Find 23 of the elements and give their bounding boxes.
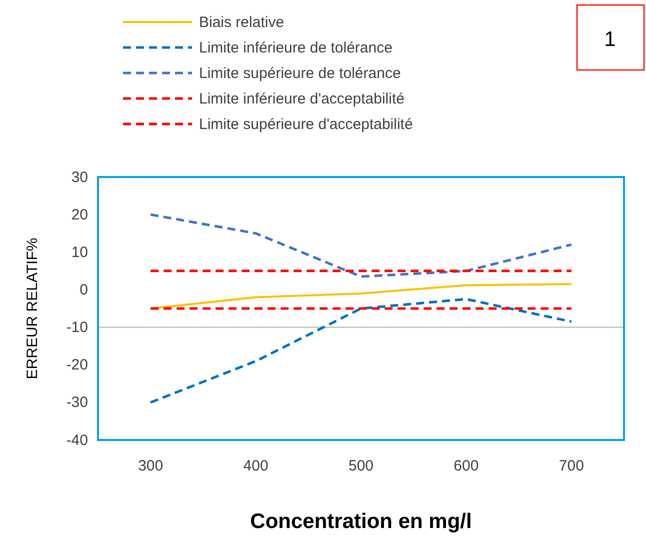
y-tick-label: -20 xyxy=(66,356,88,374)
x-tick-label: 500 xyxy=(348,458,374,475)
legend-label: Limite inférieure d'acceptabilité xyxy=(199,90,404,108)
y-tick-label: 10 xyxy=(71,244,88,261)
legend-label: Limite supérieure d'acceptabilité xyxy=(199,116,413,133)
x-tick-label: 300 xyxy=(138,458,164,475)
line-series xyxy=(149,213,573,278)
legend-label: Biais relative xyxy=(199,14,284,31)
x-axis-title: Concentration en mg/l xyxy=(250,510,472,533)
x-tick-label: 600 xyxy=(454,458,479,475)
y-tick-label: 20 xyxy=(71,206,88,224)
y-tick-label: 0 xyxy=(80,282,88,299)
y-tick-label: -40 xyxy=(66,432,88,449)
line-series xyxy=(149,298,573,404)
y-tick-label: 30 xyxy=(71,168,88,186)
x-tick-label: 400 xyxy=(243,458,268,475)
legend-label: Limite supérieure de tolérance xyxy=(199,65,401,82)
y-axis-title: ERREUR RELATIF% xyxy=(24,238,41,380)
y-tick-label: -10 xyxy=(66,319,88,336)
x-tick-label: 700 xyxy=(558,458,584,475)
text: 1 xyxy=(604,28,616,51)
legend-label: Limite inférieure de tolérance xyxy=(199,40,392,56)
y-tick-label: -30 xyxy=(66,394,88,412)
